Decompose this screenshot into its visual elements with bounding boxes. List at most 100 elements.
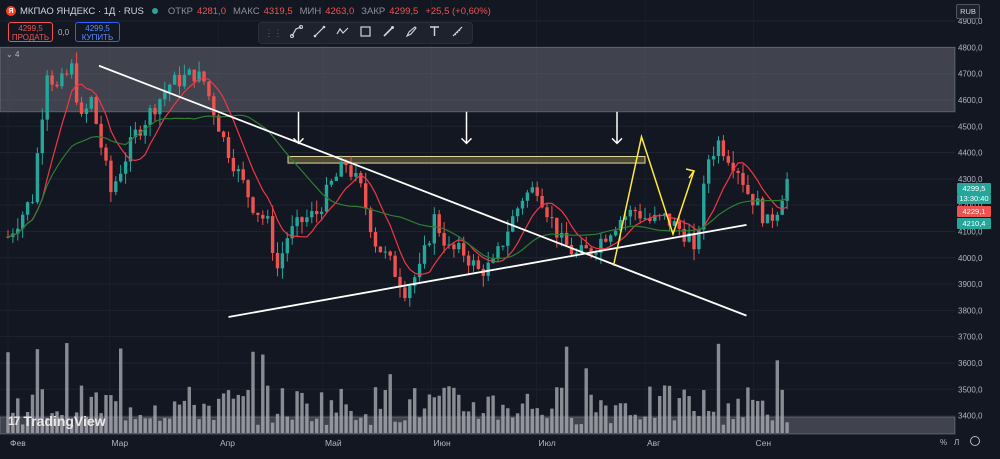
- candle-body: [736, 170, 740, 173]
- volume-bar: [202, 403, 206, 433]
- volume-bar: [417, 417, 422, 433]
- volume-bar: [628, 415, 632, 433]
- time-tick-label: Июн: [434, 438, 451, 448]
- path-tool-icon[interactable]: [288, 25, 306, 41]
- volume-bar: [780, 389, 784, 433]
- symbol-title[interactable]: МКПАО ЯНДЕКС · 1Д · RUS: [20, 5, 144, 17]
- volume-bar: [398, 422, 402, 433]
- polyline-icon[interactable]: [334, 25, 352, 41]
- rectangle-icon[interactable]: [357, 25, 375, 41]
- price-tick-label: 3900,0: [958, 280, 983, 289]
- volume-bars: [6, 343, 789, 433]
- grip-icon[interactable]: ⋮⋮: [264, 27, 283, 38]
- sell-button[interactable]: 4299,5 ПРОДАТЬ: [8, 22, 53, 42]
- volume-bar: [442, 387, 446, 433]
- volume-bar: [506, 408, 510, 433]
- ohlc-low-value: 4263,0: [325, 5, 355, 17]
- projection-arrowhead-icon: [685, 168, 696, 179]
- price-tick-label: 4700,0: [958, 70, 983, 79]
- candle-body: [94, 97, 98, 124]
- volume-bar: [383, 390, 387, 433]
- text-icon[interactable]: [426, 25, 444, 41]
- volume-bar: [109, 395, 113, 433]
- candle-body: [726, 156, 730, 163]
- volume-bar: [143, 418, 147, 433]
- volume-bar: [520, 403, 525, 433]
- volume-bar: [123, 420, 128, 433]
- log-scale-button[interactable]: Л: [954, 438, 960, 447]
- volume-bar: [584, 368, 588, 433]
- volume-bar: [275, 413, 280, 433]
- candle-body: [270, 216, 275, 253]
- brush-icon[interactable]: [380, 25, 398, 41]
- volume-bar: [231, 398, 236, 433]
- volume-bar: [246, 390, 250, 433]
- volume-bar: [192, 404, 196, 433]
- pen-icon[interactable]: [403, 25, 421, 41]
- volume-bar: [74, 412, 79, 433]
- candle-body: [721, 140, 726, 157]
- candle-body: [594, 252, 598, 255]
- candle-body: [511, 216, 515, 232]
- volume-bar: [452, 387, 456, 433]
- candle-body: [530, 187, 534, 193]
- candle-body: [417, 263, 422, 278]
- volume-bar: [496, 419, 500, 433]
- volume-bar: [84, 416, 89, 433]
- price-tick-label: 4000,0: [958, 254, 983, 263]
- volume-bar: [359, 417, 363, 433]
- volume-bar: [765, 414, 770, 433]
- candle-body: [672, 221, 677, 226]
- volume-bar: [55, 411, 59, 433]
- volume-bar: [648, 386, 652, 433]
- drawing-toolbar: ⋮⋮: [258, 22, 473, 44]
- volume-bar: [212, 420, 216, 433]
- volume-bar: [310, 421, 314, 433]
- volume-bar: [45, 417, 49, 433]
- volume-bar: [599, 400, 603, 433]
- trend-line-icon[interactable]: [311, 25, 329, 41]
- currency-selector[interactable]: RUB: [956, 4, 980, 19]
- ma-slow-line: [7, 114, 788, 260]
- volume-bar: [672, 420, 677, 433]
- candle-body: [476, 260, 481, 269]
- volume-bar: [491, 395, 495, 433]
- candle-body: [99, 123, 103, 148]
- indicators-toggle[interactable]: ⌄ 4: [6, 50, 20, 59]
- price-change: +25,5 (+0,60%): [425, 5, 491, 17]
- candle-body: [236, 169, 240, 172]
- volume-bar: [89, 396, 93, 433]
- candle-body: [221, 131, 226, 138]
- volume-bar: [618, 403, 623, 433]
- candle-body: [16, 228, 20, 234]
- volume-bar: [324, 424, 329, 433]
- candle-body: [128, 137, 133, 162]
- buy-button[interactable]: 4299,5 КУПИТЬ: [75, 22, 120, 42]
- settings-gear-icon[interactable]: [970, 436, 980, 446]
- candle-body: [202, 71, 206, 82]
- percent-scale-button[interactable]: %: [940, 438, 948, 447]
- volume-bar: [447, 386, 451, 433]
- indicators-count: 4: [14, 50, 20, 59]
- candle-body: [692, 233, 696, 250]
- candle-body: [207, 81, 211, 97]
- price-tick-label: 3800,0: [958, 306, 983, 315]
- volume-bar: [334, 412, 338, 433]
- volume-bar: [50, 413, 54, 433]
- volume-bar: [329, 400, 334, 433]
- volume-bar: [128, 407, 133, 433]
- candle-body: [613, 230, 618, 236]
- volume-bar: [437, 395, 441, 433]
- candle-body: [25, 202, 30, 215]
- candle-body: [70, 63, 74, 75]
- candle-body: [462, 243, 466, 256]
- volume-bar: [741, 417, 745, 433]
- measure-icon[interactable]: [449, 25, 467, 41]
- candle-body: [486, 262, 490, 276]
- volume-bar: [638, 419, 642, 433]
- ma-fast-line: [7, 77, 788, 276]
- candle-body: [437, 214, 441, 233]
- volume-bar: [285, 416, 289, 433]
- candle-body: [628, 209, 632, 217]
